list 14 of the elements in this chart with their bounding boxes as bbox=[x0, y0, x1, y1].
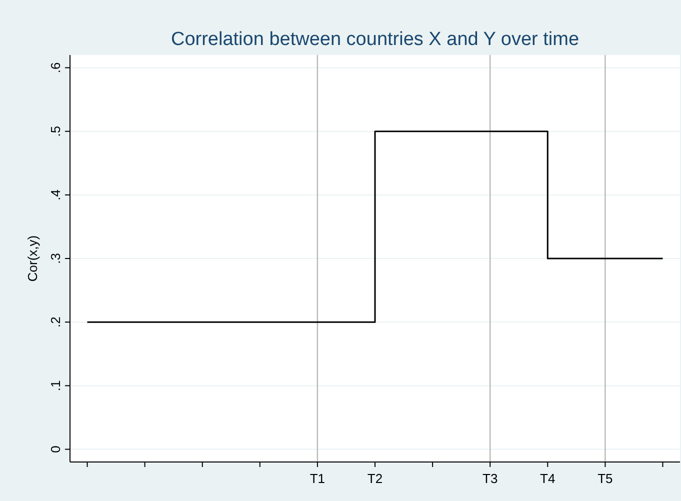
y-tick-label: .2 bbox=[48, 316, 63, 328]
x-tick-label: T2 bbox=[367, 471, 383, 486]
x-tick-label: T4 bbox=[540, 471, 556, 486]
y-tick-label: .6 bbox=[48, 62, 63, 74]
chart-title: Correlation between countries X and Y over time bbox=[170, 29, 580, 50]
x-tick-label: T1 bbox=[310, 471, 326, 486]
x-tick-label: T5 bbox=[598, 471, 613, 486]
y-tick-label: .1 bbox=[48, 380, 63, 392]
y-axis-title: Cor(x,y) bbox=[25, 235, 40, 282]
x-tick-label: T3 bbox=[482, 471, 498, 486]
y-tick-label: .4 bbox=[48, 189, 63, 200]
y-tick-label: 0 bbox=[48, 446, 63, 453]
y-tick-label: .5 bbox=[48, 126, 63, 137]
y-tick-label: .3 bbox=[48, 253, 63, 264]
